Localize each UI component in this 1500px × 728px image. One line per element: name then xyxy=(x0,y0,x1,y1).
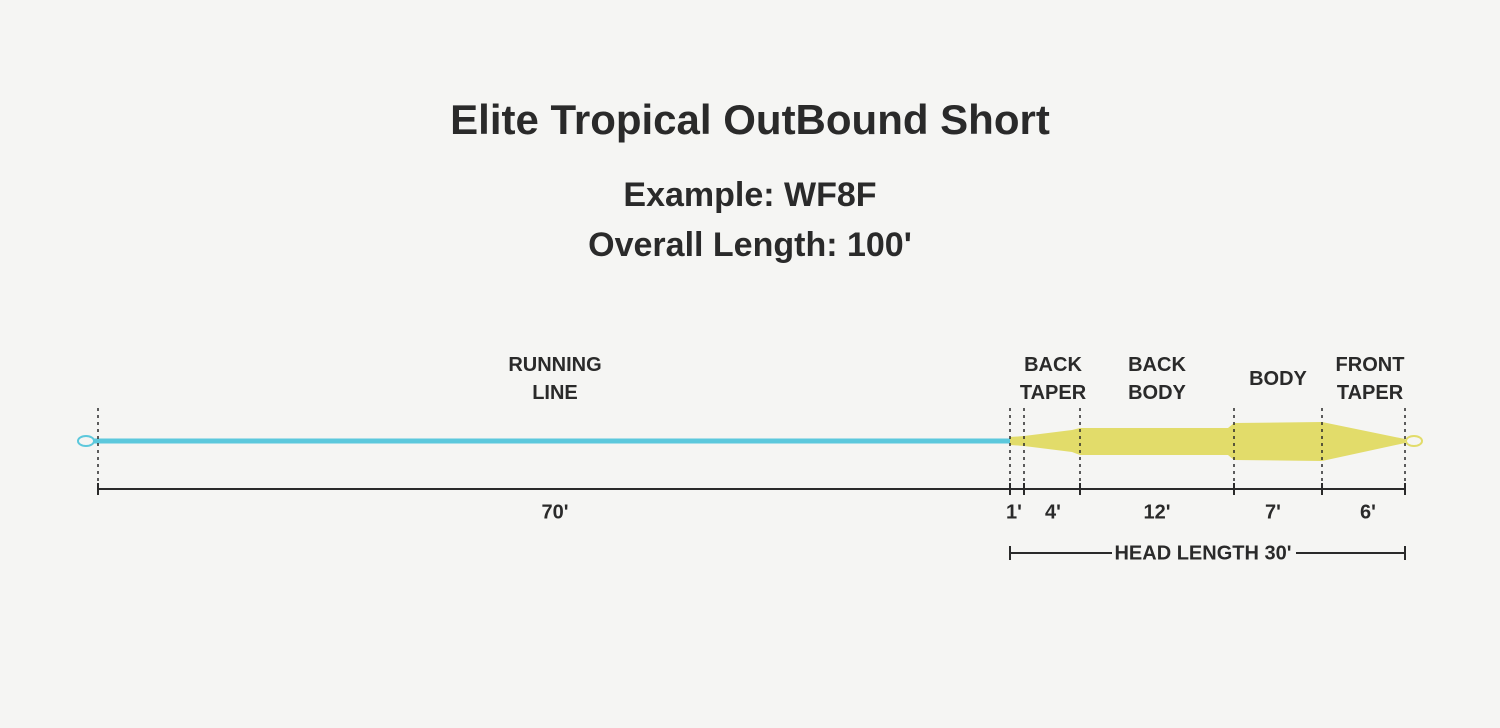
segment-label-line: FRONT xyxy=(1336,354,1405,376)
segment-length: 4' xyxy=(1045,501,1061,523)
head xyxy=(1010,422,1405,461)
segment-label-line: BODY xyxy=(1128,382,1186,404)
segment-label-line: RUNNING xyxy=(508,354,601,376)
segment-length: 7' xyxy=(1265,501,1281,523)
segment-label: BACK TAPER xyxy=(1020,354,1087,404)
segment-label: BACK BODY xyxy=(1128,354,1186,404)
title: Elite Tropical OutBound Short xyxy=(450,96,1050,143)
segment-label-line: BACK xyxy=(1128,354,1186,376)
segment-label-line: BODY xyxy=(1249,368,1307,390)
segment-length: 6' xyxy=(1360,501,1376,523)
segment-label: RUNNING LINE xyxy=(508,354,601,404)
segment-label-line: TAPER xyxy=(1337,382,1404,404)
segment-label-line: BACK xyxy=(1024,354,1082,376)
segment-label-line: TAPER xyxy=(1020,382,1087,404)
segment-label: BODY xyxy=(1249,368,1307,390)
subtitle: Example: WF8F xyxy=(623,176,876,214)
head-length: HEAD LENGTH 30' xyxy=(1114,542,1291,564)
segment-length: 70' xyxy=(541,501,568,523)
segment-label: FRONT TAPER xyxy=(1336,354,1405,404)
subtitle: Overall Length: 100' xyxy=(588,226,912,264)
segment-label-line: LINE xyxy=(532,382,578,404)
loop xyxy=(1405,435,1423,447)
segment-length: 1' xyxy=(1006,501,1022,523)
segment-length: 12' xyxy=(1143,501,1170,523)
